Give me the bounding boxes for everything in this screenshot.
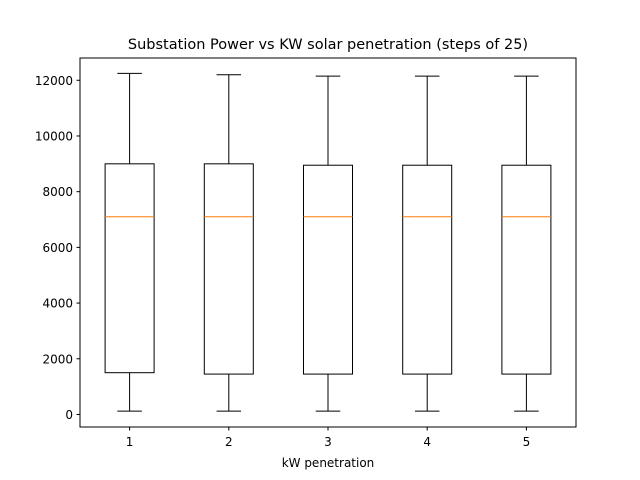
box-item <box>501 75 552 412</box>
y-tick-label: 6000 <box>42 241 73 255</box>
iqr-box <box>402 164 453 375</box>
x-tick-label: 5 <box>523 435 531 449</box>
x-tick-label: 1 <box>126 435 134 449</box>
box-item <box>104 72 155 412</box>
box-item <box>402 75 453 412</box>
iqr-box <box>104 163 155 374</box>
iqr-box <box>501 164 552 375</box>
y-tick-label: 12000 <box>35 74 73 88</box>
x-tick-label: 3 <box>324 435 332 449</box>
chart-title: Substation Power vs KW solar penetration… <box>128 37 528 53</box>
y-tick-label: 2000 <box>42 352 73 366</box>
y-tick-label: 10000 <box>35 129 73 143</box>
x-tick-label: 2 <box>225 435 233 449</box>
x-axis: 1 2 3 4 5 <box>126 427 530 449</box>
box-series <box>104 72 552 412</box>
y-tick-label: 8000 <box>42 185 73 199</box>
y-tick-label: 0 <box>65 408 73 422</box>
iqr-box <box>303 164 353 375</box>
y-axis: 0 2000 4000 6000 8000 10000 12000 <box>35 74 80 422</box>
x-axis-label: kW penetration <box>282 456 375 470</box>
y-tick-label: 4000 <box>42 297 73 311</box>
box-item <box>303 75 353 412</box>
box-item <box>203 74 254 412</box>
x-tick-label: 4 <box>423 435 431 449</box>
iqr-box <box>203 163 254 375</box>
